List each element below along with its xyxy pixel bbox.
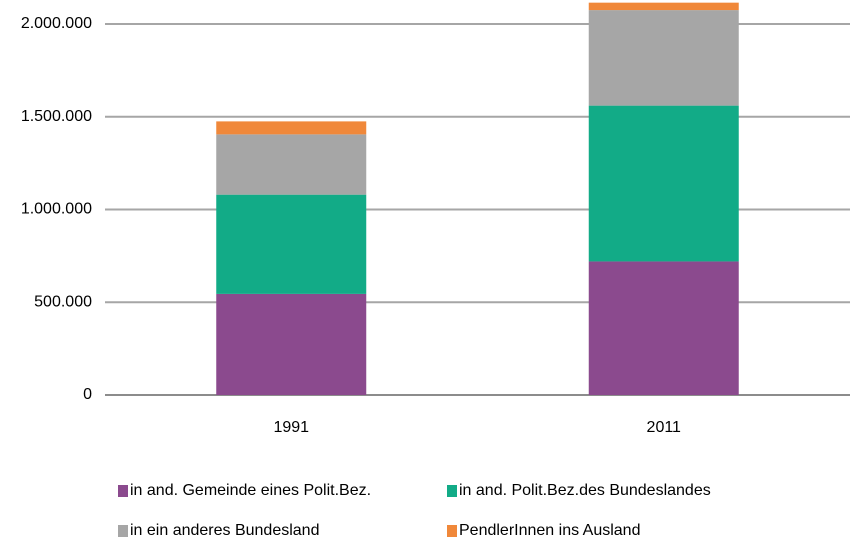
bar-segment [588,10,739,106]
y-tick-label: 2.000.000 [21,15,92,32]
x-tick-label: 1991 [273,419,309,436]
legend-swatch [447,485,457,497]
legend-swatch [118,525,128,537]
legend-label: in and. Polit.Bez.des Bundeslandes [459,482,711,499]
bar-segment [588,105,739,262]
bar-segment [588,2,739,11]
legend-label: in ein anderes Bundesland [130,522,319,539]
bar-segment [216,194,367,294]
y-tick-label: 0 [83,386,92,403]
bar-segment [216,134,367,195]
bar-segment [216,121,367,135]
y-tick-label: 1.500.000 [21,108,92,125]
y-tick-label: 500.000 [34,293,92,310]
y-tick-label: 1.000.000 [21,201,92,218]
legend-swatch [447,525,457,537]
legend-swatch [118,485,128,497]
x-tick-label: 2011 [647,419,682,436]
legend-label: PendlerInnen ins Ausland [459,522,640,539]
legend-label: in and. Gemeinde eines Polit.Bez. [130,482,371,499]
bar-segment [588,261,739,395]
bar-segment [216,293,367,395]
